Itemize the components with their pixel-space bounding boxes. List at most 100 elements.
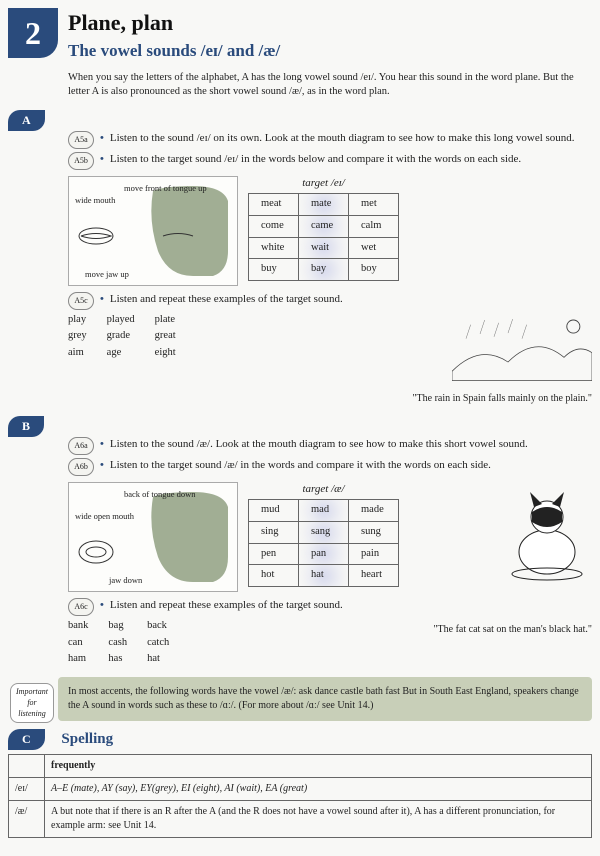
target-table-a: target /eɪ/ meatmatemet comecamecalm whi… <box>248 176 399 281</box>
audio-icon: A5c <box>68 292 94 310</box>
example-word: bag <box>108 619 127 634</box>
bullet-text: Listen and repeat these examples of the … <box>110 598 343 613</box>
diagram-label: wide mouth <box>75 195 115 207</box>
example-word: played <box>107 313 135 328</box>
section-b: B A6a • Listen to the sound /æ/. Look at… <box>8 416 592 667</box>
table-cell: came <box>299 215 349 237</box>
table-cell: sing <box>249 522 299 544</box>
table-cell: bay <box>299 259 349 281</box>
diagram-label: back of tongue down <box>124 489 196 501</box>
word-table: mudmadmade singsangsung penpanpain hotha… <box>248 499 399 587</box>
table-cell: met <box>349 194 399 216</box>
mouth-diagram-a: wide mouth move front of tongue up move … <box>68 176 238 286</box>
section-label-b: B <box>8 416 44 437</box>
table-cell: mad <box>299 500 349 522</box>
quote-b: "The fat cat sat on the man's black hat.… <box>189 623 592 637</box>
note-tag: Important for listening <box>10 683 54 723</box>
cat-illustration <box>409 482 592 587</box>
table-cell: hat <box>299 565 349 587</box>
diagram-label: jaw down <box>109 575 142 587</box>
table-header <box>9 755 45 778</box>
mouth-profile-icon <box>143 181 233 281</box>
unit-subtitle: The vowel sounds /eɪ/ and /æ/ <box>68 39 280 63</box>
table-cell: boy <box>349 259 399 281</box>
bullet-text: Listen to the sound /eɪ/ on its own. Loo… <box>110 131 575 146</box>
example-word: back <box>147 619 169 634</box>
table-cell: buy <box>249 259 299 281</box>
example-words-b: bank bag back can cash catch ham has hat <box>68 619 169 667</box>
table-cell: come <box>249 215 299 237</box>
section-c: C Spelling frequently /eɪ/A–E (mate), AY… <box>8 729 592 838</box>
diagram-label: wide open mouth <box>75 511 134 523</box>
example-word: grade <box>107 329 135 344</box>
table-cell: A but note that if there is an R after t… <box>45 801 592 838</box>
table-cell: white <box>249 237 299 259</box>
example-word: can <box>68 636 88 651</box>
table-cell: wait <box>299 237 349 259</box>
bullet-icon: • <box>100 131 104 146</box>
table-cell: sang <box>299 522 349 544</box>
audio-icon: A6c <box>68 598 94 616</box>
lips-icon <box>77 539 115 565</box>
unit-titles: Plane, plan The vowel sounds /eɪ/ and /æ… <box>68 8 280 63</box>
table-cell: meat <box>249 194 299 216</box>
table-cell: calm <box>349 215 399 237</box>
intro-paragraph: When you say the letters of the alphabet… <box>68 71 592 100</box>
example-word: eight <box>155 346 176 361</box>
table-cell: pain <box>349 543 399 565</box>
section-label-c: C <box>8 729 45 750</box>
bullet-icon: • <box>100 437 104 452</box>
example-word: hat <box>147 652 169 667</box>
example-word: play <box>68 313 87 328</box>
mouth-diagram-b: wide open mouth back of tongue down jaw … <box>68 482 238 592</box>
target-title: target /æ/ <box>248 482 399 497</box>
word-table: meatmatemet comecamecalm whitewaitwet bu… <box>248 193 399 281</box>
audio-icon: A6a <box>68 437 94 455</box>
bullet-icon: • <box>100 458 104 473</box>
example-word: great <box>155 329 176 344</box>
target-title: target /eɪ/ <box>248 176 399 191</box>
bullet-text: Listen to the target sound /æ/ in the wo… <box>110 458 491 473</box>
bullet-icon: • <box>100 292 104 307</box>
example-word: aim <box>68 346 87 361</box>
example-word: ham <box>68 652 88 667</box>
example-word: grey <box>68 329 87 344</box>
spelling-table: frequently /eɪ/A–E (mate), AY (say), EY(… <box>8 754 592 838</box>
section-a: A A5a • Listen to the sound /eɪ/ on its … <box>8 110 592 406</box>
bullet-text: Listen to the sound /æ/. Look at the mou… <box>110 437 528 452</box>
diagram-label: move front of tongue up <box>124 183 207 195</box>
listening-note: Important for listening In most accents,… <box>58 677 592 721</box>
table-cell: pan <box>299 543 349 565</box>
rain-illustration: "The rain in Spain falls mainly on the p… <box>196 313 592 406</box>
diagram-label: move jaw up <box>85 269 129 281</box>
example-word: has <box>108 652 127 667</box>
example-word: plate <box>155 313 176 328</box>
unit-number: 2 <box>8 8 58 58</box>
section-label-a: A <box>8 110 45 131</box>
table-cell: heart <box>349 565 399 587</box>
audio-icon: A5a <box>68 131 94 149</box>
bullet-text: Listen to the target sound /eɪ/ in the w… <box>110 152 521 167</box>
unit-title: Plane, plan <box>68 8 280 39</box>
unit-header: 2 Plane, plan The vowel sounds /eɪ/ and … <box>8 8 592 63</box>
table-cell: made <box>349 500 399 522</box>
note-text: In most accents, the following words hav… <box>68 686 579 711</box>
example-word: catch <box>147 636 169 651</box>
mouth-profile-icon <box>143 487 233 587</box>
bullet-icon: • <box>100 152 104 167</box>
table-cell: mate <box>299 194 349 216</box>
bullet-icon: • <box>100 598 104 613</box>
example-word: cash <box>108 636 127 651</box>
audio-icon: A5b <box>68 152 94 170</box>
example-word: age <box>107 346 135 361</box>
bullet-text: Listen and repeat these examples of the … <box>110 292 343 307</box>
target-table-b: target /æ/ mudmadmade singsangsung penpa… <box>248 482 399 587</box>
audio-icon: A6b <box>68 458 94 476</box>
lips-icon <box>77 225 115 247</box>
spelling-title: Spelling <box>61 731 113 747</box>
table-cell: mud <box>249 500 299 522</box>
quote-a: "The rain in Spain falls mainly on the p… <box>196 392 592 406</box>
table-cell: /æ/ <box>9 801 45 838</box>
table-cell: A–E (mate), AY (say), EY(grey), EI (eigh… <box>45 778 592 801</box>
table-header: frequently <box>45 755 592 778</box>
